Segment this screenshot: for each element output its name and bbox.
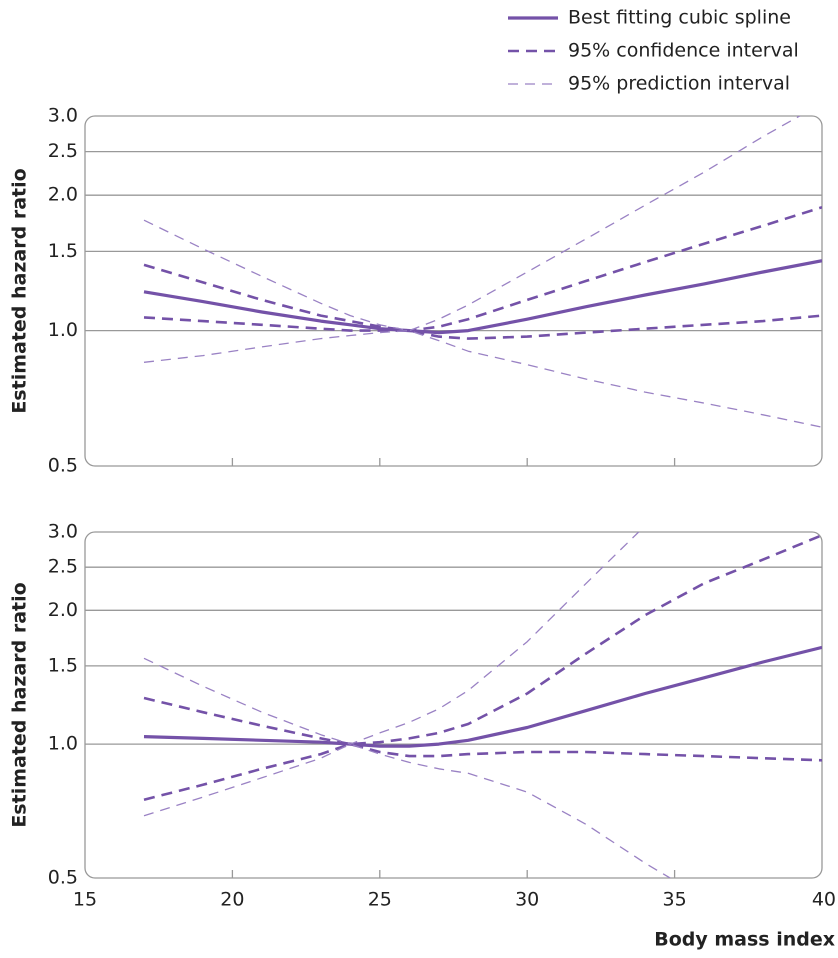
y-tick-label: 2.5 bbox=[48, 556, 78, 578]
y-axis-label: Estimated hazard ratio bbox=[9, 582, 31, 827]
y-tick-label: 2.5 bbox=[48, 140, 78, 162]
series-line bbox=[143, 742, 822, 801]
y-tick-label: 1.5 bbox=[48, 240, 78, 262]
x-tick-label: 35 bbox=[663, 889, 687, 911]
y-tick-label: 2.0 bbox=[48, 184, 78, 206]
y-tick-label: 1.5 bbox=[48, 654, 78, 676]
plot-area bbox=[143, 532, 822, 878]
series-line bbox=[143, 329, 822, 428]
x-tick-label: 40 bbox=[812, 889, 836, 911]
plot-frame bbox=[84, 115, 823, 467]
y-tick-label: 3.0 bbox=[48, 521, 78, 543]
series-line bbox=[143, 533, 822, 746]
x-tick-label: 15 bbox=[73, 889, 97, 911]
y-tick-label: 0.5 bbox=[48, 867, 78, 889]
series-line bbox=[143, 259, 822, 335]
series-line bbox=[143, 743, 672, 878]
series-line bbox=[143, 532, 640, 745]
x-tick-label: 30 bbox=[515, 889, 539, 911]
y-tick-label: 2.0 bbox=[48, 599, 78, 621]
x-axis-label: Body mass index bbox=[654, 929, 835, 951]
plot-frame bbox=[84, 531, 823, 879]
series-line bbox=[143, 116, 801, 332]
y-tick-label: 0.5 bbox=[48, 455, 78, 477]
series-line bbox=[143, 645, 822, 748]
y-tick-label: 3.0 bbox=[48, 105, 78, 127]
plot-area bbox=[143, 116, 822, 428]
legend-label: Best fitting cubic spline bbox=[568, 7, 791, 29]
y-axis-label: Estimated hazard ratio bbox=[9, 168, 31, 413]
legend-label: 95% confidence interval bbox=[568, 40, 799, 62]
y-tick-label: 1.0 bbox=[48, 319, 78, 341]
legend-label: 95% prediction interval bbox=[568, 73, 790, 95]
x-tick-label: 20 bbox=[220, 889, 244, 911]
y-tick-label: 1.0 bbox=[48, 733, 78, 755]
series-line bbox=[143, 314, 822, 340]
x-tick-label: 25 bbox=[368, 889, 392, 911]
series-line bbox=[143, 206, 822, 332]
